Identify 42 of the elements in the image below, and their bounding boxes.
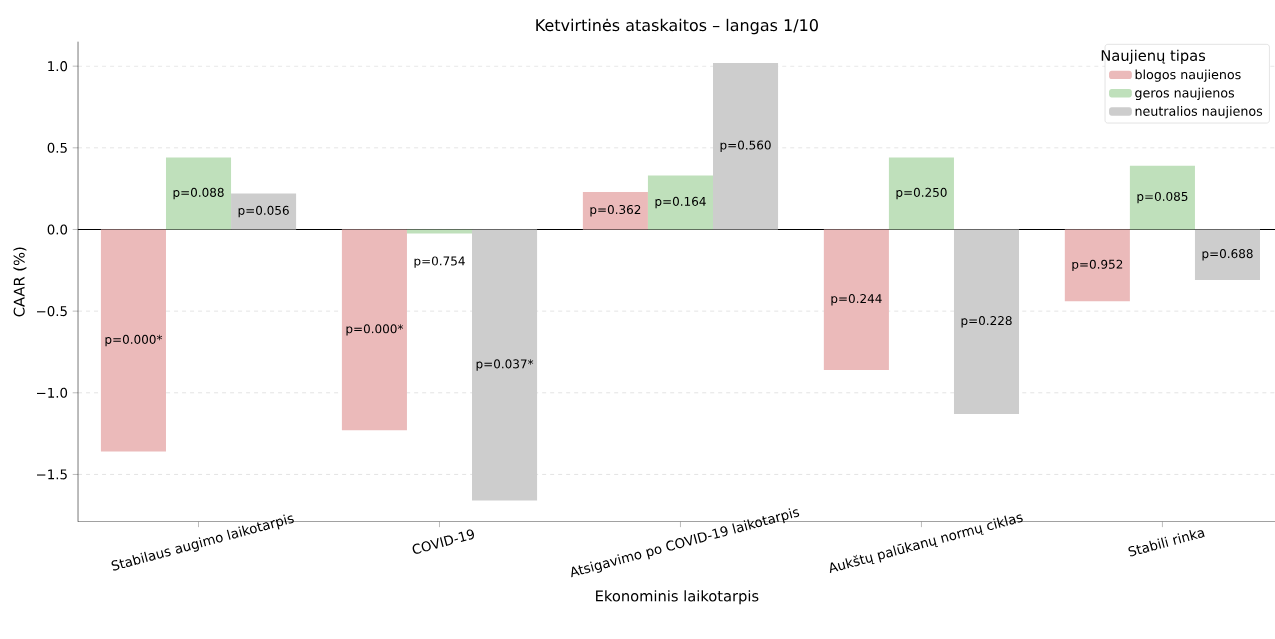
legend-label: blogos naujienos [1135, 69, 1241, 82]
annotation: p=0.000* [105, 334, 163, 347]
y-tick-label: 0.5 [47, 142, 67, 153]
annotation: p=0.250 [896, 187, 947, 200]
annotation: p=0.088 [173, 187, 224, 200]
annotation: p=0.754 [414, 256, 465, 268]
y-axis-title: CAAR (%) [13, 247, 27, 317]
y-tick-label: −0.5 [37, 306, 67, 317]
y-tick-label: 0.0 [47, 224, 68, 235]
bar [582, 191, 648, 230]
bar [406, 229, 473, 234]
bar [100, 229, 166, 452]
legend-label: geros naujienos [1135, 87, 1235, 101]
legend-title: Naujienų tipas [1101, 49, 1206, 64]
bar [888, 157, 954, 230]
annotation: p=0.000* [346, 324, 404, 336]
legend-label: neutralios naujienos [1135, 106, 1263, 119]
bar [953, 229, 1020, 415]
y-tick-label: −1.0 [37, 387, 68, 398]
annotation: p=0.085 [1137, 192, 1188, 204]
annotation: p=0.560 [720, 140, 771, 152]
bar [1194, 229, 1261, 281]
bar [165, 157, 232, 230]
x-axis-title: Ekonominis laikotarpis [596, 590, 759, 605]
y-tick-label: 1.0 [48, 61, 68, 72]
annotation: p=0.688 [1202, 249, 1253, 261]
annotation: p=0.056 [238, 205, 289, 218]
annotation: p=0.362 [590, 205, 641, 217]
y-tick-label: −1.5 [37, 469, 67, 480]
chart-title: Ketvirtinės ataskaitos – langas 1/10 [536, 18, 818, 35]
annotation: p=0.952 [1072, 259, 1123, 272]
bar [1064, 229, 1130, 302]
annotation: p=0.164 [655, 196, 706, 209]
bar [1129, 165, 1195, 230]
bar [231, 193, 297, 230]
bar [823, 229, 889, 370]
bar [341, 229, 407, 431]
x-tick-label: Stabili rinka [1128, 530, 1205, 557]
bar [647, 175, 713, 230]
annotation: p=0.228 [961, 316, 1012, 328]
annotation: p=0.244 [831, 294, 882, 306]
annotation: p=0.037* [476, 359, 534, 371]
